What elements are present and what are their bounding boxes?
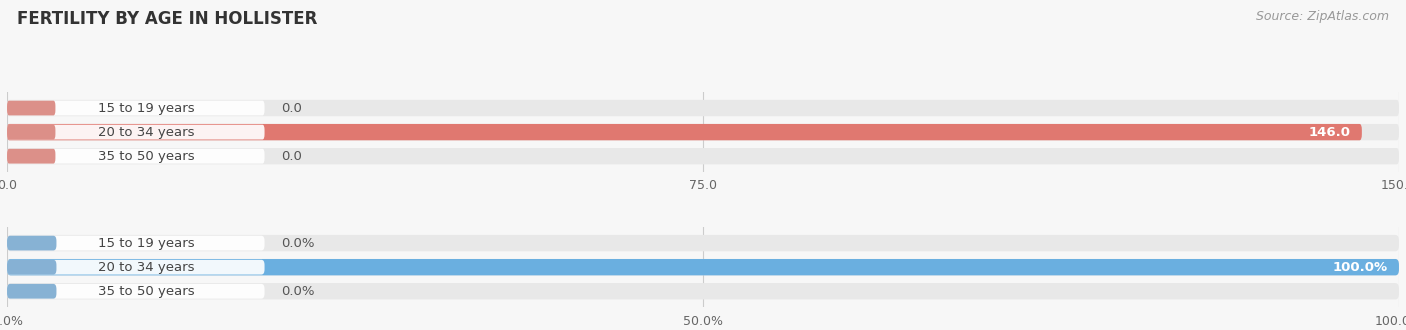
FancyBboxPatch shape bbox=[7, 283, 1399, 299]
Text: 15 to 19 years: 15 to 19 years bbox=[98, 237, 194, 249]
FancyBboxPatch shape bbox=[7, 260, 56, 275]
FancyBboxPatch shape bbox=[7, 125, 55, 140]
FancyBboxPatch shape bbox=[7, 284, 264, 299]
FancyBboxPatch shape bbox=[7, 148, 1399, 164]
Text: 0.0: 0.0 bbox=[281, 150, 302, 163]
FancyBboxPatch shape bbox=[7, 101, 264, 115]
Text: Source: ZipAtlas.com: Source: ZipAtlas.com bbox=[1256, 10, 1389, 23]
FancyBboxPatch shape bbox=[7, 101, 55, 115]
FancyBboxPatch shape bbox=[7, 236, 56, 250]
FancyBboxPatch shape bbox=[7, 284, 56, 299]
FancyBboxPatch shape bbox=[7, 236, 264, 250]
Text: 20 to 34 years: 20 to 34 years bbox=[98, 126, 194, 139]
FancyBboxPatch shape bbox=[7, 125, 264, 140]
Text: 0.0%: 0.0% bbox=[281, 237, 315, 249]
Text: 15 to 19 years: 15 to 19 years bbox=[98, 102, 194, 115]
FancyBboxPatch shape bbox=[7, 124, 1362, 140]
Text: 0.0%: 0.0% bbox=[281, 285, 315, 298]
FancyBboxPatch shape bbox=[7, 260, 264, 275]
FancyBboxPatch shape bbox=[7, 149, 55, 164]
Text: 20 to 34 years: 20 to 34 years bbox=[98, 261, 194, 274]
FancyBboxPatch shape bbox=[7, 100, 1399, 116]
FancyBboxPatch shape bbox=[7, 235, 1399, 251]
Text: 35 to 50 years: 35 to 50 years bbox=[98, 150, 194, 163]
Text: 146.0: 146.0 bbox=[1309, 126, 1351, 139]
FancyBboxPatch shape bbox=[7, 259, 1399, 275]
FancyBboxPatch shape bbox=[7, 124, 1399, 140]
FancyBboxPatch shape bbox=[7, 259, 1399, 275]
Text: 35 to 50 years: 35 to 50 years bbox=[98, 285, 194, 298]
Text: FERTILITY BY AGE IN HOLLISTER: FERTILITY BY AGE IN HOLLISTER bbox=[17, 10, 318, 28]
Text: 0.0: 0.0 bbox=[281, 102, 302, 115]
Text: 100.0%: 100.0% bbox=[1333, 261, 1388, 274]
FancyBboxPatch shape bbox=[7, 149, 264, 164]
